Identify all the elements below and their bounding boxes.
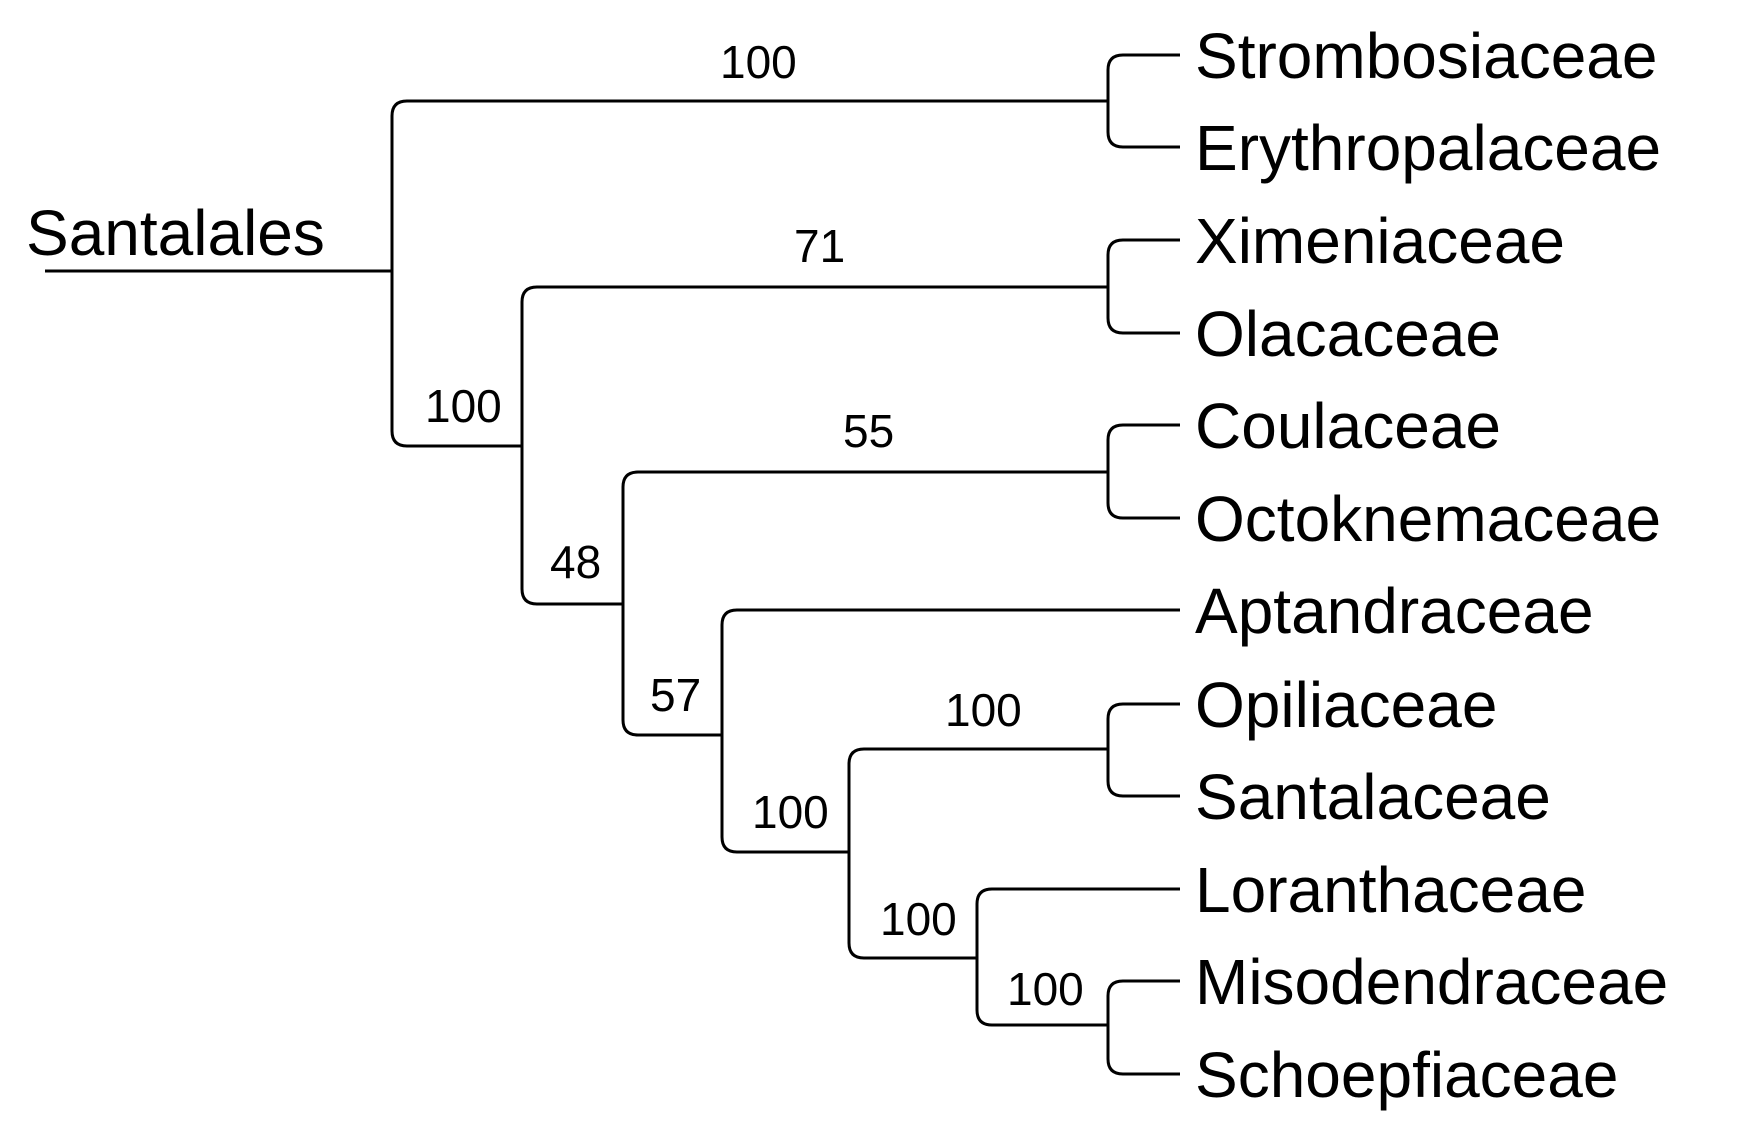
- support-loranthaceae-to-schoepfiaceae: 100: [880, 893, 957, 945]
- taxon-octoknemaceae: Octoknemaceae: [1195, 483, 1661, 555]
- taxon-coulaceae: Coulaceae: [1195, 390, 1501, 462]
- taxon-opiliaceae: Opiliaceae: [1195, 669, 1497, 741]
- root-label: Santalales: [26, 197, 325, 269]
- clade-ximeniaceae-olacaceae: [1106, 238, 1180, 335]
- root-node-connector: [390, 99, 1108, 448]
- loranthaceae-to-schoepfiaceae-connector: [975, 887, 1180, 1027]
- taxon-olacaceae: Olacaceae: [1195, 298, 1501, 370]
- clade-strombosiaceae-erythropalaceae: [1106, 53, 1180, 149]
- clade-opiliaceae-santalaceae: [1106, 702, 1180, 798]
- support-opiliaceae-santalaceae: 100: [945, 684, 1022, 736]
- taxon-schoepfiaceae: Schoepfiaceae: [1195, 1039, 1618, 1111]
- support-core-clade: 100: [425, 380, 502, 432]
- core-node-connector: [520, 285, 1108, 606]
- clade-misodendraceae-schoepfiaceae: [1106, 979, 1180, 1076]
- taxon-misodendraceae: Misodendraceae: [1195, 946, 1668, 1018]
- taxon-ximeniaceae: Ximeniaceae: [1195, 205, 1565, 277]
- taxon-erythropalaceae: Erythropalaceae: [1195, 112, 1661, 184]
- support-strombosiaceae-erythropalaceae: 100: [720, 36, 797, 88]
- node-57-connector: [720, 608, 1180, 854]
- support-node-57: 57: [650, 669, 701, 721]
- taxon-loranthaceae: Loranthaceae: [1195, 854, 1586, 926]
- support-coulaceae-octoknemaceae: 55: [843, 405, 894, 457]
- support-node-48: 48: [550, 536, 601, 588]
- support-ximeniaceae-olacaceae: 71: [794, 220, 845, 272]
- taxon-aptandraceae: Aptandraceae: [1195, 575, 1594, 647]
- support-misodendraceae-schoepfiaceae: 100: [1007, 963, 1084, 1015]
- taxon-strombosiaceae: Strombosiaceae: [1195, 20, 1657, 92]
- node-48-connector: [621, 470, 1108, 737]
- clade-coulaceae-octoknemaceae: [1106, 423, 1180, 520]
- support-opiliaceae-to-schoepfiaceae: 100: [752, 786, 829, 838]
- taxon-santalaceae: Santalaceae: [1195, 761, 1551, 833]
- opiliaceae-to-schoepfiaceae-connector: [847, 747, 1108, 960]
